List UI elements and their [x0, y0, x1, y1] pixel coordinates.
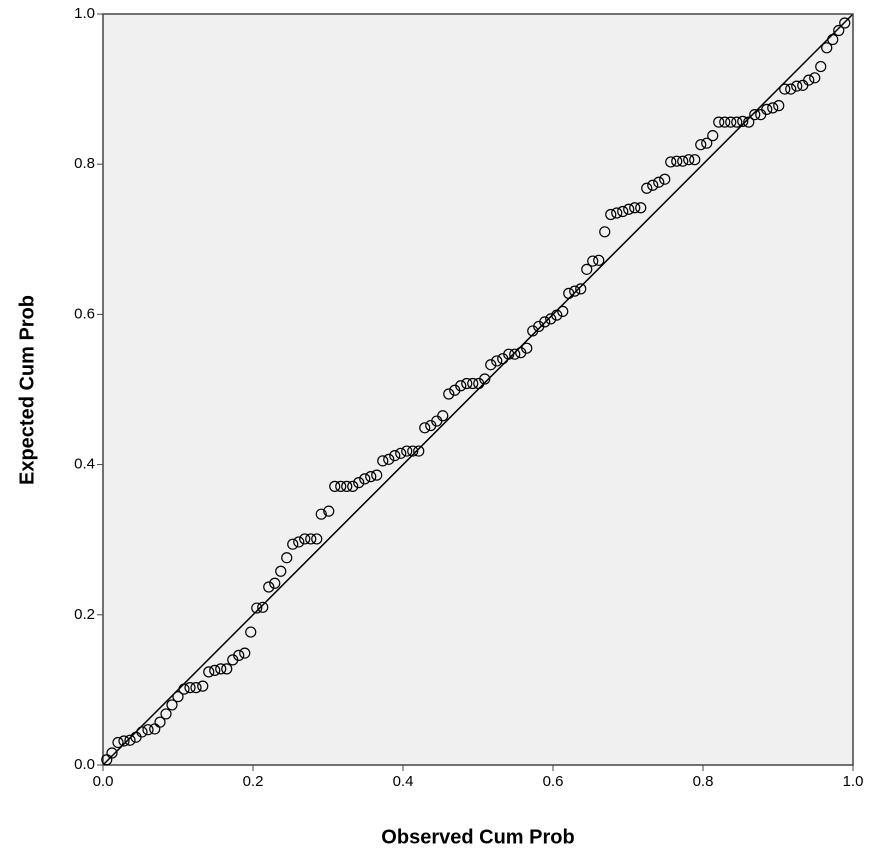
y-tick-label: 0.4	[74, 456, 95, 473]
y-tick-label: 0.2	[74, 606, 95, 623]
y-tick-label: 0.8	[74, 155, 95, 172]
y-tick-label: 0.0	[74, 756, 95, 773]
x-tick-label: 1.0	[843, 773, 864, 790]
x-tick-label: 0.4	[393, 773, 414, 790]
page: Observed Cum Prob Expected Cum Prob 0.00…	[0, 0, 873, 857]
y-axis-title: Expected Cum Prob	[16, 295, 38, 485]
x-tick-label: 0.2	[243, 773, 264, 790]
x-tick-label: 0.8	[693, 773, 714, 790]
y-tick-label: 0.6	[74, 305, 95, 322]
x-tick-label: 0.0	[93, 773, 114, 790]
x-axis-title: Observed Cum Prob	[381, 826, 574, 848]
x-tick-label: 0.6	[543, 773, 564, 790]
chart: Observed Cum Prob Expected Cum Prob 0.00…	[0, 0, 873, 857]
y-tick-label: 1.0	[74, 5, 95, 22]
